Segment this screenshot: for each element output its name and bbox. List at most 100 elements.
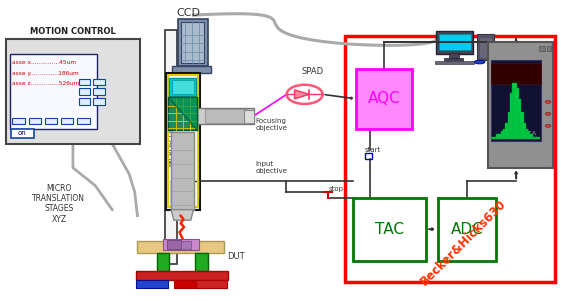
Bar <box>435 61 474 64</box>
Bar <box>93 79 105 85</box>
Text: asse x...............45um: asse x...............45um <box>12 61 76 65</box>
Bar <box>498 134 503 139</box>
Bar <box>165 30 177 264</box>
Bar <box>505 123 510 139</box>
Bar <box>519 112 523 139</box>
Bar <box>365 153 372 159</box>
Bar <box>79 79 90 85</box>
Bar <box>136 280 168 287</box>
Ellipse shape <box>475 60 485 64</box>
Bar <box>10 54 97 129</box>
Bar <box>174 280 206 287</box>
Bar <box>45 118 57 124</box>
Text: CCD: CCD <box>176 8 200 18</box>
Bar <box>439 34 471 50</box>
Bar <box>517 99 521 139</box>
Bar <box>477 34 494 60</box>
Text: start: start <box>365 147 381 154</box>
Bar <box>500 131 505 139</box>
Bar <box>136 271 228 280</box>
Bar <box>496 134 500 139</box>
Bar <box>171 132 194 210</box>
Bar <box>491 137 496 139</box>
Bar <box>79 88 90 95</box>
Bar <box>345 36 555 282</box>
Polygon shape <box>295 90 309 99</box>
Bar <box>77 118 90 124</box>
Text: Input
objective: Input objective <box>255 161 287 174</box>
Bar <box>93 88 105 95</box>
Circle shape <box>545 124 551 127</box>
Bar <box>163 239 199 250</box>
Text: TAC: TAC <box>375 222 404 237</box>
Bar <box>503 129 508 139</box>
Bar <box>168 97 197 130</box>
Bar <box>512 83 517 139</box>
Bar <box>12 118 25 124</box>
Polygon shape <box>171 210 194 220</box>
Text: asse z...............526um: asse z...............526um <box>12 81 80 86</box>
Bar <box>508 112 512 139</box>
Bar <box>521 123 526 139</box>
Bar <box>491 63 541 84</box>
Bar <box>195 253 208 271</box>
Text: asse y...............186um: asse y...............186um <box>12 71 79 76</box>
Text: on: on <box>18 130 27 136</box>
Bar <box>531 137 535 139</box>
Bar <box>178 20 208 66</box>
Text: Becker&Hicks630: Becker&Hicks630 <box>417 197 508 288</box>
Bar <box>137 240 224 253</box>
Bar <box>514 88 519 139</box>
Bar <box>353 198 426 261</box>
Bar <box>11 129 34 138</box>
Bar <box>29 118 41 124</box>
Bar <box>523 129 528 139</box>
Bar <box>491 60 541 141</box>
Bar <box>167 240 181 249</box>
Text: ADC: ADC <box>450 222 483 237</box>
Bar <box>172 66 211 73</box>
Bar <box>197 108 254 124</box>
Bar <box>356 69 412 129</box>
Bar <box>533 137 537 139</box>
Text: DUT: DUT <box>227 252 245 261</box>
Text: MICRO
TRANSLATION
STAGES
XYZ: MICRO TRANSLATION STAGES XYZ <box>33 184 85 224</box>
Bar <box>166 73 200 210</box>
Bar <box>172 80 194 94</box>
Polygon shape <box>168 97 197 130</box>
Bar <box>196 280 227 287</box>
Bar <box>526 131 531 139</box>
Bar <box>244 110 254 123</box>
Bar <box>168 75 198 207</box>
Bar <box>6 39 140 144</box>
Text: SPAD: SPAD <box>302 67 324 76</box>
Bar <box>436 31 473 54</box>
Bar <box>444 58 463 62</box>
Circle shape <box>545 112 551 115</box>
Bar <box>479 37 492 58</box>
Text: MICROSCOPE: MICROSCOPE <box>168 122 174 166</box>
Bar <box>93 98 105 104</box>
Bar <box>205 109 247 123</box>
Bar <box>169 78 196 96</box>
Text: stop: stop <box>328 186 343 192</box>
Bar <box>488 42 553 168</box>
Bar <box>528 134 533 139</box>
Text: MCA: MCA <box>522 131 536 136</box>
Bar <box>539 45 545 51</box>
Bar <box>181 23 204 63</box>
Bar <box>181 241 191 249</box>
Bar <box>449 53 459 58</box>
Bar <box>494 137 498 139</box>
Text: MOTION CONTROL: MOTION CONTROL <box>30 27 116 36</box>
Bar <box>438 198 496 261</box>
Bar <box>510 94 514 139</box>
Bar <box>61 118 73 124</box>
Bar <box>535 137 540 139</box>
Bar <box>79 98 90 104</box>
Bar <box>547 45 551 51</box>
Circle shape <box>545 100 551 103</box>
Text: Focusing
objective: Focusing objective <box>255 118 287 131</box>
Text: AQC: AQC <box>368 92 401 106</box>
Bar <box>157 253 169 271</box>
